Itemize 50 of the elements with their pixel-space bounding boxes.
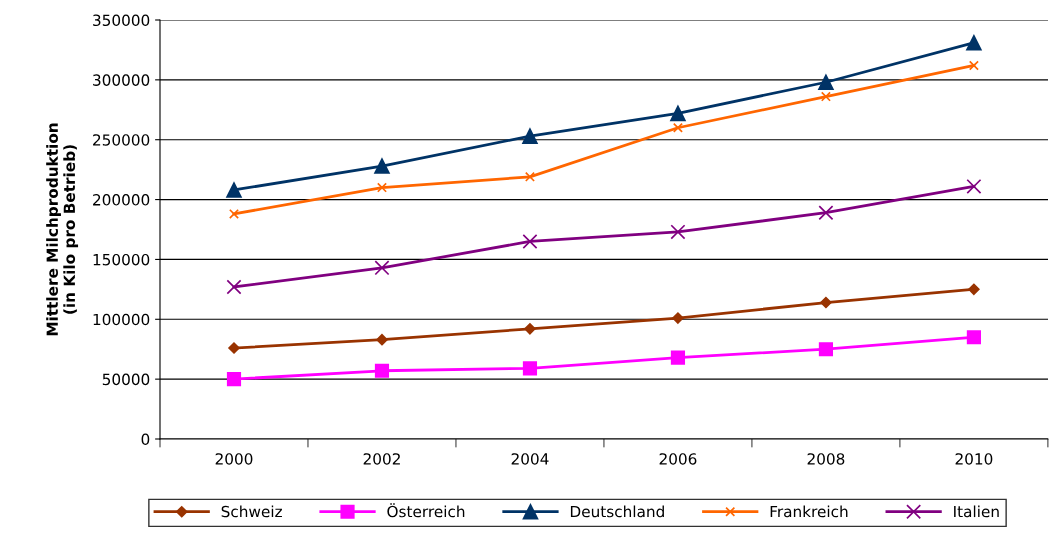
point [522, 361, 538, 376]
y-tick-label: 350000 [93, 14, 150, 27]
x-tick-label: 2002 [363, 453, 400, 465]
y-tick-label: 300000 [93, 74, 150, 86]
x-tick-label: 2006 [659, 453, 697, 465]
point [524, 323, 536, 335]
point [524, 171, 535, 182]
point [522, 233, 538, 249]
point [376, 182, 387, 193]
x-tick-label: 2008 [807, 453, 845, 465]
point [374, 260, 390, 276]
y-tick-label: 150000 [93, 253, 150, 266]
point [374, 158, 390, 174]
y-tick-label: 100000 [93, 313, 150, 326]
x-tick-label: 2010 [955, 453, 993, 465]
point [818, 342, 834, 357]
point [226, 372, 242, 387]
y-axis-title: Mittlere Milchproduktion (in Kilo pro Betrieb) [46, 123, 79, 336]
point [374, 363, 390, 378]
point [820, 91, 831, 102]
point [672, 312, 684, 324]
point [820, 296, 832, 309]
point [818, 74, 834, 91]
point [228, 208, 239, 219]
point [818, 205, 834, 221]
legend-label: Deutschland [570, 505, 664, 518]
y-tick-label: 250000 [93, 134, 150, 146]
y-tick-label: 0 [141, 433, 150, 446]
point [226, 182, 242, 198]
point [670, 350, 686, 365]
legend-label: Schweiz [221, 505, 282, 518]
point [228, 342, 240, 354]
point [968, 60, 979, 71]
point [966, 330, 981, 345]
y-tick-label: 200000 [93, 194, 150, 206]
point [672, 122, 683, 133]
point [670, 105, 686, 122]
legend-label: Frankreich [770, 505, 848, 518]
x-tick-label: 2000 [215, 453, 253, 465]
point [966, 34, 982, 51]
point [670, 224, 686, 240]
legend-label: Italien [954, 505, 999, 518]
point [376, 333, 388, 346]
point [966, 178, 982, 194]
point [968, 283, 980, 296]
point [226, 279, 242, 295]
legend-label: Österreich [387, 503, 465, 518]
y-tick-label: 50000 [102, 373, 150, 386]
point [522, 128, 538, 144]
x-tick-label: 2004 [511, 453, 549, 465]
